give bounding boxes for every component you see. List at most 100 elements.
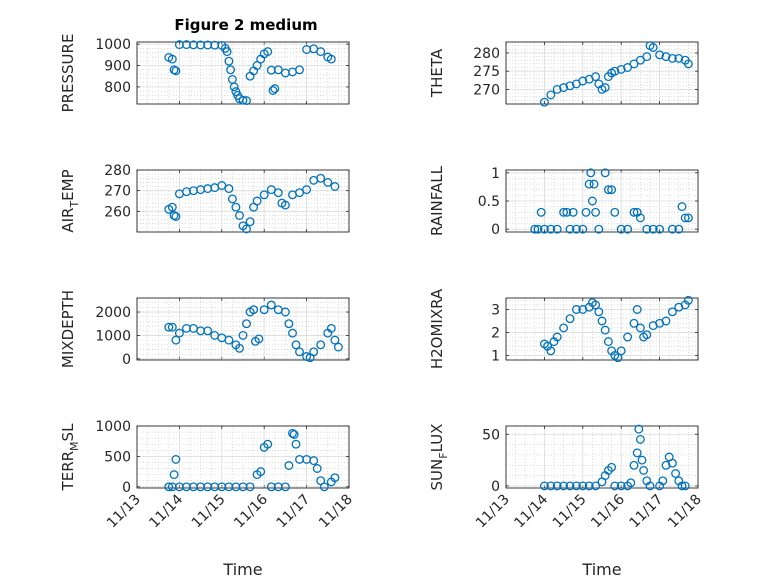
data-point [242, 96, 251, 106]
axes-panel-6: 1 2 3 H2OMIXRA [428, 288, 699, 369]
y-tick-label: 280 [104, 163, 131, 179]
data-point [530, 224, 540, 234]
y-axis-label: TERRMSL [59, 423, 81, 492]
data-point [316, 47, 326, 57]
data-point [552, 481, 562, 491]
data-point [683, 59, 693, 69]
data-point [546, 224, 556, 234]
y-tick-label: 1000 [95, 328, 131, 344]
data-point [578, 76, 588, 86]
data-point [610, 66, 620, 76]
data-point [674, 224, 684, 234]
y-axis-label: MIXDEPTH [59, 290, 77, 368]
data-point [600, 83, 610, 93]
y-tick-label: 1000 [95, 37, 131, 53]
data-point [600, 325, 610, 335]
data-point [171, 66, 181, 76]
data-point [629, 460, 639, 470]
data-point [259, 305, 269, 315]
data-point [273, 65, 283, 75]
data-point [616, 224, 626, 234]
data-point [546, 346, 556, 356]
data-point [584, 179, 594, 189]
data-point [674, 53, 684, 63]
data-point [259, 190, 269, 200]
data-point [539, 224, 549, 234]
data-point [607, 185, 617, 195]
data-point [655, 50, 665, 60]
data-point [634, 424, 644, 434]
data-point [263, 47, 273, 57]
data-point [330, 182, 340, 191]
data-point [169, 65, 179, 75]
y-tick-label: 0 [122, 480, 131, 496]
data-point [273, 188, 283, 198]
y-tick-label: 270 [473, 82, 500, 98]
data-point [632, 448, 642, 458]
data-point [629, 59, 639, 69]
data-point [203, 326, 213, 336]
data-point [242, 224, 251, 234]
data-point [671, 469, 681, 478]
y-axis-label: RAINFALL [428, 165, 446, 236]
data-point [623, 224, 633, 234]
data-point [565, 224, 575, 234]
data-point [587, 196, 597, 206]
y-axis-label: AIRTEMP [59, 169, 81, 232]
data-point [309, 456, 319, 466]
data-point [683, 213, 693, 223]
data-point [623, 332, 633, 342]
data-point [683, 295, 693, 305]
data-point [559, 481, 569, 491]
data-point [658, 476, 668, 486]
data-point [171, 454, 181, 464]
data-point [568, 207, 578, 217]
data-point [266, 300, 276, 310]
data-point [680, 481, 690, 491]
data-point [539, 97, 549, 107]
data-point [171, 212, 181, 221]
y-tick-label: 270 [104, 184, 131, 200]
data-point [635, 213, 645, 223]
data-point [539, 481, 549, 491]
data-point [571, 305, 581, 314]
data-point [238, 95, 248, 105]
data-point [330, 335, 340, 345]
y-axis-label: THETA [428, 48, 446, 98]
y-axis-label: SUNFLUX [428, 424, 450, 491]
data-point [533, 224, 543, 234]
y-tick-label: 0.5 [478, 194, 500, 210]
data-point [559, 323, 569, 333]
x-axis-label: Time [222, 560, 262, 579]
y-tick-label: 1 [491, 166, 500, 182]
data-point [536, 207, 546, 217]
data-point [323, 177, 333, 187]
data-point [169, 470, 179, 480]
data-point [224, 184, 234, 194]
data-point [167, 322, 177, 332]
data-point [591, 300, 601, 310]
data-point [667, 458, 677, 468]
data-point [295, 188, 304, 198]
data-point [667, 224, 677, 234]
data-point [603, 185, 613, 195]
data-point [174, 328, 184, 338]
data-point [326, 323, 336, 333]
data-point [546, 481, 556, 491]
data-point [591, 72, 601, 82]
data-point [589, 179, 599, 189]
data-point [295, 347, 304, 357]
data-point [642, 330, 652, 340]
data-point [235, 343, 244, 353]
y-axis-label: H2OMIXRA [428, 288, 446, 369]
data-point [559, 207, 569, 217]
data-point [224, 335, 234, 345]
data-point [565, 481, 575, 491]
data-point [626, 478, 636, 488]
data-point [238, 330, 248, 340]
data-point [661, 316, 671, 326]
data-point [245, 482, 255, 492]
axes-panel-3: 260 270 280 AIRTEMP [59, 163, 350, 234]
data-point [610, 207, 620, 217]
